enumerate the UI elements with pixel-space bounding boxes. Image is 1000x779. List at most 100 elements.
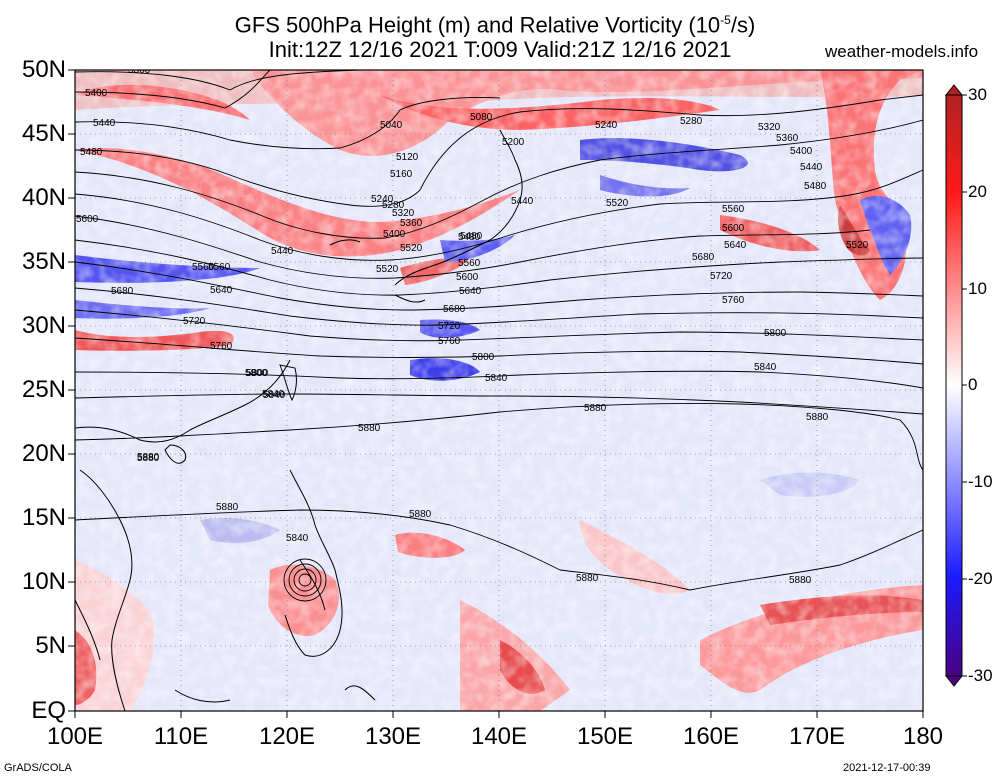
contour-label: 5720 xyxy=(183,316,206,327)
contour-label: 5320 xyxy=(758,122,781,133)
contour-label: 5480 xyxy=(804,181,827,192)
graticule xyxy=(75,70,923,711)
x-tick-label: 150E xyxy=(576,723,634,750)
contour-label: 5280 xyxy=(680,116,703,127)
colorbar-label: 10 xyxy=(968,279,987,298)
chart-title: GFS 500hPa Height (m) and Relative Vorti… xyxy=(234,12,756,38)
height-contour-labels: 5360 5400 5440 5480 5600 5040 5080 5120 … xyxy=(76,65,869,586)
contour-label: 5720 xyxy=(438,321,461,332)
x-tick-label: 110E xyxy=(153,723,209,750)
chart-subtitle: Init:12Z 12/16 2021 T:009 Valid:21Z 12/1… xyxy=(268,37,732,62)
map-plot-area: 5360 5400 5440 5480 5600 5040 5080 5120 … xyxy=(75,65,923,711)
contour-label: 5840 xyxy=(263,390,286,401)
contour-label: 5640 xyxy=(724,240,747,251)
contour-label: 5480 xyxy=(460,231,483,242)
contour-label: 5880 xyxy=(576,573,599,584)
contour-label: 5400 xyxy=(383,229,406,240)
contour-label: 5800 xyxy=(764,328,787,339)
contour-label: 5880 xyxy=(137,453,160,464)
contour-label: 5200 xyxy=(502,137,525,148)
contour-label: 5680 xyxy=(443,304,466,315)
x-tick-label: 130E xyxy=(364,723,422,750)
contour-label: 5880 xyxy=(806,412,829,423)
contour-label: 5520 xyxy=(400,243,423,254)
colorbar xyxy=(944,84,967,687)
contour-label: 5880 xyxy=(584,403,607,414)
colorbar-top-arrow xyxy=(944,84,964,96)
contour-label: 5880 xyxy=(789,575,812,586)
x-tick-label: 160E xyxy=(682,723,740,750)
contour-label: 5240 xyxy=(371,194,394,205)
contour-label: 5400 xyxy=(85,88,108,99)
contour-label: 5840 xyxy=(262,389,285,400)
contour-label: 5800 xyxy=(245,368,268,379)
contour-label: 5280 xyxy=(382,200,405,211)
contour-label: 5560 xyxy=(722,204,745,215)
y-tick-label: 25N xyxy=(21,376,66,403)
colorbar-label: 20 xyxy=(968,182,987,201)
contour-label: 5880 xyxy=(358,423,381,434)
contour-label: 5520 xyxy=(846,240,869,251)
contour-label: 5760 xyxy=(438,336,461,347)
contour-label: 5520 xyxy=(376,264,399,275)
contour-label: 5880 xyxy=(216,502,239,513)
contour-label: 5440 xyxy=(800,162,823,173)
contour-label: 5360 xyxy=(128,65,151,76)
contour-label: 5600 xyxy=(456,272,479,283)
coastlines xyxy=(75,129,523,711)
contour-label: 5480 xyxy=(80,147,103,158)
contour-label: 5880 xyxy=(137,452,160,463)
contour-label: 5880 xyxy=(409,509,432,520)
y-tick-label: 10N xyxy=(21,568,66,595)
contour-label: 5720 xyxy=(710,271,733,282)
x-tick-label: 120E xyxy=(258,723,316,750)
tick-marks xyxy=(68,69,924,718)
contour-label: 5840 xyxy=(485,373,508,384)
y-tick-label: 15N xyxy=(21,504,66,531)
contour-label: 5680 xyxy=(692,252,715,263)
contour-label: 5840 xyxy=(754,362,777,373)
x-tick-label: 170E xyxy=(788,723,846,750)
colorbar-label: -20 xyxy=(968,569,993,588)
contour-label: 5080 xyxy=(470,112,493,123)
contour-label: 5640 xyxy=(210,285,233,296)
colorbar-label: -10 xyxy=(968,472,993,491)
contour-label: 5680 xyxy=(111,286,134,297)
colorbar-bottom-arrow xyxy=(944,675,964,687)
y-tick-label: 30N xyxy=(21,312,66,339)
y-tick-label: 40N xyxy=(21,184,66,211)
contour-label: 5760 xyxy=(210,341,233,352)
colorbar-label: 30 xyxy=(968,85,987,104)
contour-label: 5840 xyxy=(286,533,309,544)
contour-label: 5600 xyxy=(76,214,99,225)
contour-label: 5440 xyxy=(93,118,116,129)
contour-label: 5560 xyxy=(458,258,481,269)
y-tick-label: 20N xyxy=(21,440,66,467)
footer-credit: GrADS/COLA xyxy=(4,762,72,774)
height-contours xyxy=(75,70,923,602)
y-tick-label: 50N xyxy=(21,56,66,83)
contour-label: 5400 xyxy=(790,146,813,157)
colorbar-label: -30 xyxy=(968,666,993,685)
contour-label: 5360 xyxy=(400,218,423,229)
contour-label: 5800 xyxy=(246,368,269,379)
x-tick-label: 100E xyxy=(46,723,104,750)
contour-label: 5560 xyxy=(192,262,215,273)
contour-label: 5440 xyxy=(271,246,294,257)
colorbar-scale xyxy=(945,94,963,677)
contour-label: 5760 xyxy=(722,295,745,306)
y-tick-label: 35N xyxy=(21,248,66,275)
contour-label: 5520 xyxy=(606,198,629,209)
contour-label: 5600 xyxy=(722,223,745,234)
contour-label: 5240 xyxy=(595,120,618,131)
contour-label: 5120 xyxy=(396,152,419,163)
contour-label: 5480 xyxy=(458,232,481,243)
contour-label: 5160 xyxy=(390,169,413,180)
contour-label: 5560 xyxy=(208,262,231,273)
contour-label: 5440 xyxy=(511,196,534,207)
contour-label: 5320 xyxy=(392,208,415,219)
contour-label: 5800 xyxy=(472,352,495,363)
y-tick-label: EQ xyxy=(31,697,66,724)
contour-label: 5640 xyxy=(459,286,482,297)
